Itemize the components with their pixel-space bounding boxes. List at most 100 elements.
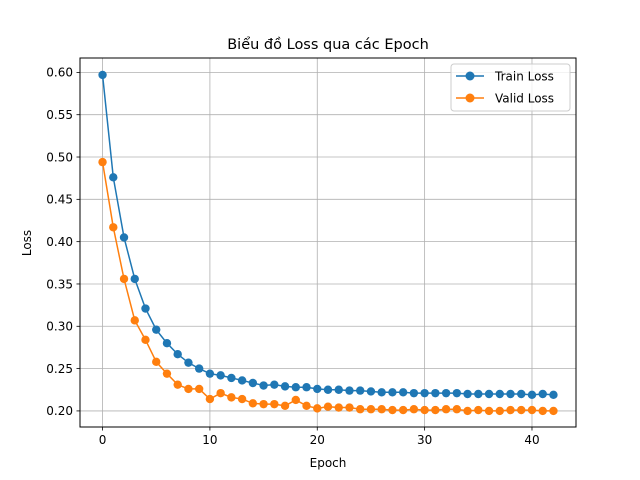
y-axis-title: Loss [20,230,34,256]
data-point [184,384,193,394]
plot-frame [79,57,577,428]
data-point [280,401,290,411]
y-tick-label: 0.25 [46,362,73,376]
data-point [398,388,408,397]
data-point [334,385,343,394]
data-point [216,371,225,380]
data-point [495,406,504,416]
x-tick-label: 40 [524,433,539,447]
data-point [506,389,515,399]
data-point [506,405,515,415]
data-point [441,405,451,414]
data-point [463,389,472,399]
data-point [313,404,322,413]
data-point [227,373,236,383]
y-axis-ticks: 0.20 0.25 0.30 0.35 0.40 0.45 0.50 0.55 0.60 [46,66,80,418]
data-point [280,382,290,391]
x-axis-ticks: 0 10 20 30 40 [99,427,540,447]
data-point [366,405,376,414]
data-point [420,405,429,415]
data-point [109,223,118,232]
data-point [356,386,365,395]
data-point [452,405,462,414]
data-point [409,405,419,414]
data-point [194,364,204,373]
x-tick-label: 10 [202,433,217,447]
data-point [527,390,537,400]
chart-title: Biểu đồ Loss qua các Epoch [227,36,429,53]
data-point [227,393,236,402]
data-point [398,405,408,415]
data-point [420,388,429,398]
data-point [119,274,129,284]
data-point [109,173,118,182]
data-point [313,384,322,394]
data-point [152,357,161,367]
data-point [409,388,419,398]
y-tick-label: 0.50 [46,150,73,164]
data-point [484,389,494,399]
data-point [431,405,440,415]
data-point [474,389,483,399]
series-train-loss [98,70,558,400]
data-point [495,389,504,399]
data-point [152,325,161,334]
data-point [237,376,247,385]
data-point [366,387,376,396]
data-point [323,385,333,394]
data-point [517,389,526,399]
data-point [270,399,279,409]
data-point [549,406,558,416]
data-point [538,406,547,416]
series-valid-loss [98,157,558,416]
data-point [388,388,397,397]
y-tick-label: 0.55 [46,108,73,122]
data-point [549,390,558,400]
data-point [173,380,182,389]
x-axis-title: Epoch [310,456,347,470]
y-tick-label: 0.45 [46,193,73,207]
data-point [98,70,107,80]
data-point [463,406,472,416]
series-layer [98,70,558,416]
data-point [141,304,150,313]
data-point [356,405,365,414]
data-point [452,388,462,398]
legend-label-valid: Valid Loss [495,92,554,106]
data-point [517,405,526,415]
legend: Train Loss Valid Loss [450,63,571,112]
data-point [205,394,215,404]
data-point [130,274,139,284]
data-point [345,386,354,395]
data-point [291,395,300,405]
y-tick-label: 0.60 [46,66,73,80]
data-point [98,157,107,167]
data-point [270,380,279,389]
y-tick-label: 0.40 [46,235,73,249]
data-point [119,233,129,242]
data-point [141,335,150,345]
y-tick-label: 0.20 [46,404,73,418]
data-point [377,388,386,397]
data-point [474,405,483,415]
data-point [431,388,440,398]
legend-label-train: Train Loss [494,70,554,84]
data-point [345,403,354,412]
data-point [259,399,268,409]
data-point [291,383,300,392]
x-tick-label: 20 [310,433,325,447]
data-point [237,394,247,404]
data-point [216,388,225,398]
data-point [162,369,172,378]
data-point [388,405,397,415]
data-point [130,316,139,325]
data-point [323,402,333,411]
data-point [248,378,258,388]
data-point [527,405,537,415]
data-point [441,388,451,398]
legend-marker-train [465,71,475,81]
data-point [334,403,343,412]
data-point [205,369,215,378]
data-point [302,383,311,392]
